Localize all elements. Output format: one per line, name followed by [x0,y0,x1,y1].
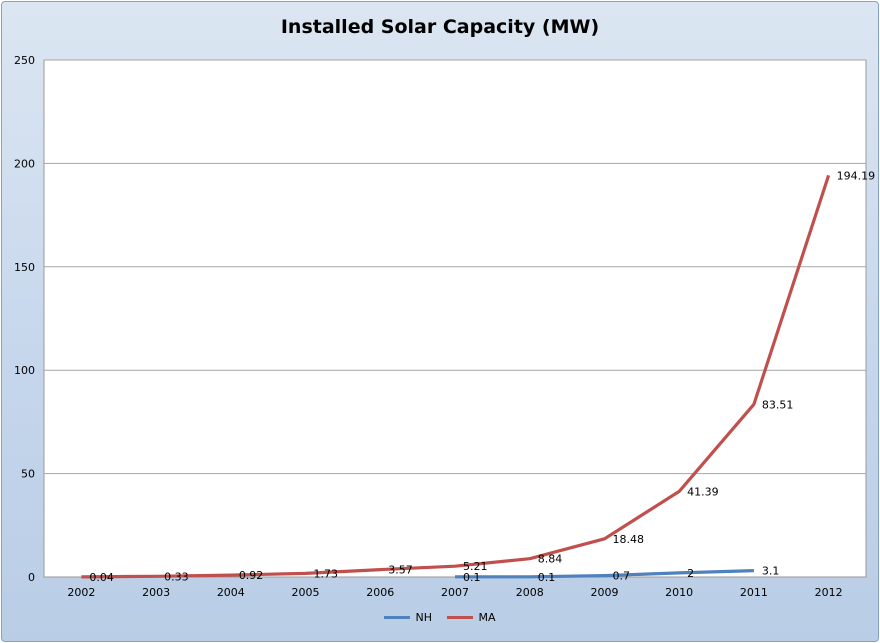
data-labels: 0.1 0.1 0.7 2 3.1 0.04 0.33 0.92 1.73 3.57 5.21 8.8… [89,169,875,584]
data-label-ma: 0.04 [89,571,114,584]
data-label-nh: 2 [687,567,694,580]
data-label-nh: 3.1 [762,565,780,578]
data-label-ma: 18.48 [612,533,644,546]
y-tick-label: 200 [14,157,35,170]
legend-swatch-ma [447,616,474,619]
data-label-nh: 0.7 [612,570,630,583]
legend-item-nh: NH [384,611,432,624]
data-label-ma: 0.33 [164,570,189,583]
y-tick-label: 100 [14,364,35,377]
legend-label-ma: MA [478,611,496,624]
y-axis: 0 50 100 150 200 250 [14,54,35,584]
data-label-nh: 0.1 [538,571,556,584]
chart-title: Installed Solar Capacity (MW) [280,16,600,38]
y-tick-label: 50 [21,468,35,481]
plot-area [43,59,867,578]
y-tick-label: 0 [28,571,35,584]
data-label-ma: 194.19 [837,169,876,182]
x-tick-label: 2005 [292,586,320,599]
data-label-ma: 83.51 [762,398,794,411]
x-tick-label: 2002 [67,586,95,599]
x-tick-label: 2006 [366,586,394,599]
data-label-nh: 0.1 [463,571,481,584]
y-tick-label: 150 [14,261,35,274]
legend-label-nh: NH [415,611,432,624]
x-tick-label: 2004 [217,586,245,599]
data-label-ma: 1.73 [314,567,339,580]
x-tick-label: 2008 [516,586,544,599]
legend: NH MA [0,609,880,624]
series-line-nh [455,569,754,579]
data-label-ma: 0.92 [239,569,264,582]
data-label-ma: 5.21 [463,560,488,573]
series-line-ma [81,174,831,579]
series-layer [81,174,831,579]
legend-item-ma: MA [447,611,496,624]
x-tick-label: 2010 [665,586,693,599]
x-tick-label: 2012 [815,586,843,599]
x-tick-label: 2007 [441,586,469,599]
x-tick-label: 2009 [590,586,618,599]
legend-swatch-nh [384,616,411,619]
grid-layer [44,59,866,475]
data-label-ma: 8.84 [538,553,563,566]
x-tick-label: 2011 [740,586,768,599]
data-label-ma: 3.57 [388,564,413,577]
x-axis: 2002 2003 2004 2005 2006 2007 2008 2009 2010 2011… [67,586,842,599]
y-tick-label: 250 [14,54,35,67]
x-tick-label: 2003 [142,586,170,599]
data-label-ma: 41.39 [687,485,719,498]
